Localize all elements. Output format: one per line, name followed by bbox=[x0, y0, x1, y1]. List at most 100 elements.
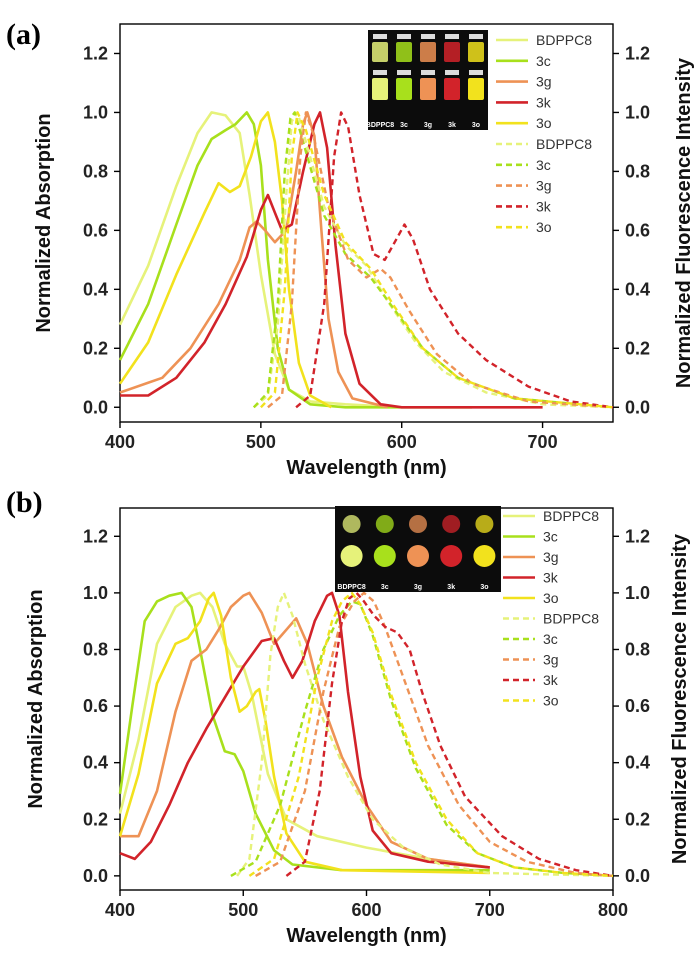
series-fluorescence-3k bbox=[295, 111, 614, 409]
vial-uv bbox=[372, 78, 388, 100]
y-tick-label-left: 0.0 bbox=[83, 866, 108, 886]
vial-cap bbox=[445, 34, 459, 39]
vial-cap bbox=[469, 70, 483, 75]
y-tick-label-right: 0.8 bbox=[625, 639, 650, 659]
panel-label: (b) bbox=[6, 486, 43, 519]
legend-label: 3c bbox=[543, 631, 558, 647]
legend-label: 3g bbox=[543, 652, 559, 668]
series-absorption-3o bbox=[118, 591, 490, 875]
inset-label: 3o bbox=[480, 584, 488, 591]
y-tick-label-right: 0.4 bbox=[625, 753, 650, 773]
powder-uv bbox=[407, 545, 429, 567]
x-tick-label: 600 bbox=[387, 432, 417, 452]
vial-daylight bbox=[396, 42, 412, 62]
inset-label: BDPPC8 bbox=[366, 122, 395, 129]
x-tick-label: 600 bbox=[351, 900, 381, 920]
y-tick-label-left: 0.2 bbox=[83, 809, 108, 829]
y-tick-label-left: 0.6 bbox=[83, 696, 108, 716]
inset-label: 3o bbox=[472, 122, 480, 129]
legend-label: BDPPC8 bbox=[536, 136, 592, 152]
y-tick-label-left: 0.8 bbox=[83, 639, 108, 659]
vial-cap bbox=[445, 70, 459, 75]
vial-uv bbox=[444, 78, 460, 100]
vial-cap bbox=[397, 34, 411, 39]
powder-uv bbox=[440, 545, 463, 567]
y-tick-label-right: 0.4 bbox=[625, 279, 650, 299]
vial-uv bbox=[396, 78, 412, 100]
y-axis-label-left: Normalized Absorption bbox=[25, 589, 47, 808]
series-fluorescence-bdppc8 bbox=[236, 591, 614, 878]
panel-label: (a) bbox=[6, 18, 41, 51]
vial-cap bbox=[373, 70, 387, 75]
y-axis-label-right: Normalized Fluorescence Intensity bbox=[673, 57, 695, 388]
legend-label: 3g bbox=[536, 74, 552, 90]
y-tick-label-right: 1.2 bbox=[625, 43, 650, 63]
legend-label: 3k bbox=[536, 198, 552, 214]
x-tick-label: 500 bbox=[228, 900, 258, 920]
x-tick-label: 400 bbox=[105, 900, 135, 920]
series-absorption-3o bbox=[118, 111, 332, 409]
series-fluorescence-3k bbox=[285, 591, 614, 878]
legend-label: 3o bbox=[543, 693, 559, 709]
chart-b: 400 500 600 700 800 0.0 0.0 0.2 0.2 0.4 0.4 0.6 0.6 0… bbox=[25, 506, 691, 947]
chart-a: 400 500 600 700 0.0 0.0 0.2 0.2 0.4 0.4 0.6 0.6 0.8 0… bbox=[33, 23, 695, 479]
legend-label: 3c bbox=[536, 53, 551, 69]
series-absorption-3c bbox=[118, 591, 490, 872]
vial-cap bbox=[373, 34, 387, 39]
plot-frame bbox=[119, 23, 614, 423]
series-absorption-3c bbox=[118, 111, 473, 409]
inset-label: BDPPC8 bbox=[337, 584, 366, 591]
inset-label: 3c bbox=[400, 122, 408, 129]
inset-label: 3g bbox=[414, 584, 422, 591]
vial-cap bbox=[421, 34, 435, 39]
y-tick-label-right: 0.8 bbox=[625, 161, 650, 181]
series-absorption-bdppc8 bbox=[118, 591, 490, 869]
legend-label: 3c bbox=[543, 529, 558, 545]
y-tick-label-left: 0.8 bbox=[83, 161, 108, 181]
series-absorption-3g bbox=[119, 111, 388, 409]
series-fluorescence-3c bbox=[252, 111, 614, 409]
x-tick-label: 400 bbox=[105, 432, 135, 452]
legend-label: 3o bbox=[543, 590, 559, 606]
series-fluorescence-3g bbox=[255, 591, 614, 878]
legend: BDPPC8 3c 3g 3k 3o BDPPC8 3c 3g 3k 3o bbox=[496, 32, 592, 235]
x-tick-label: 700 bbox=[475, 900, 505, 920]
panel-a: (a) 400 500 600 700 0.0 0.0 0.2 0.2 0.4 0.4 0.6 0.6… bbox=[0, 0, 700, 484]
y-tick-label-left: 0.4 bbox=[83, 279, 108, 299]
inset-label: 3k bbox=[447, 584, 455, 591]
y-tick-label-right: 0.6 bbox=[625, 696, 650, 716]
legend-label: 3k bbox=[543, 672, 559, 688]
legend-label: 3o bbox=[536, 115, 552, 131]
x-axis-label: Wavelength (nm) bbox=[286, 925, 446, 947]
y-tick-label-left: 0.4 bbox=[83, 753, 108, 773]
y-axis-label-right: Normalized Fluorescence Intensity bbox=[669, 533, 691, 864]
vial-cap bbox=[421, 70, 435, 75]
panel-b: (b) 400 500 600 700 800 0.0 0.0 0.2 0.2 0.4 0.4 0.6… bbox=[0, 484, 700, 968]
x-tick-label: 500 bbox=[246, 432, 276, 452]
series-fluorescence-bdppc8 bbox=[253, 111, 614, 409]
vial-cap bbox=[469, 34, 483, 39]
series-fluorescence-3g bbox=[267, 111, 614, 409]
y-tick-label-right: 0.6 bbox=[625, 220, 650, 240]
y-tick-label-right: 1.0 bbox=[625, 102, 650, 122]
powder-uv bbox=[473, 545, 496, 567]
y-tick-label-right: 1.2 bbox=[625, 526, 650, 546]
x-tick-label: 800 bbox=[598, 900, 628, 920]
legend-label: 3c bbox=[536, 157, 551, 173]
y-tick-label-right: 0.2 bbox=[625, 338, 650, 358]
legend-label: BDPPC8 bbox=[543, 508, 599, 524]
legend-label: BDPPC8 bbox=[536, 32, 592, 48]
y-tick-label-right: 0.2 bbox=[625, 809, 650, 829]
vial-daylight bbox=[372, 42, 388, 62]
inset-label: 3k bbox=[448, 122, 456, 129]
y-tick-label-left: 1.0 bbox=[83, 102, 108, 122]
x-tick-label: 700 bbox=[528, 432, 558, 452]
vial-daylight bbox=[444, 42, 460, 62]
series-fluorescence-3o bbox=[248, 591, 614, 878]
y-tick-label-left: 1.0 bbox=[83, 583, 108, 603]
inset-label: 3c bbox=[381, 584, 389, 591]
powder-uv bbox=[340, 545, 363, 567]
inset-photo: BDPPC8 3c 3g 3k 3o bbox=[335, 506, 501, 592]
y-tick-label-left: 1.2 bbox=[83, 526, 108, 546]
x-axis-label: Wavelength (nm) bbox=[286, 457, 446, 479]
